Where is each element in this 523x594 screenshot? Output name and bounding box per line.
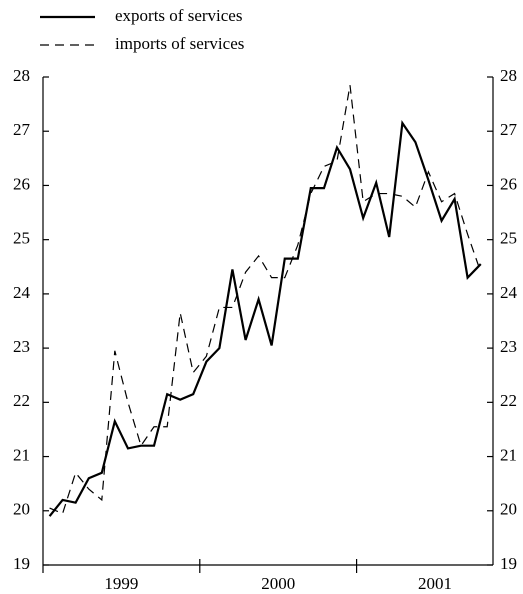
y2-tick-label: 21 — [500, 445, 517, 464]
y2-tick-label: 23 — [500, 337, 517, 356]
legend-label: imports of services — [115, 34, 244, 53]
x-tick-label: 2001 — [418, 574, 452, 593]
y-tick-label: 19 — [13, 554, 30, 573]
legend-label: exports of services — [115, 6, 242, 25]
y-tick-label: 27 — [13, 120, 31, 139]
y-tick-label: 28 — [13, 66, 30, 85]
x-tick-label: 1999 — [104, 574, 138, 593]
y2-tick-label: 25 — [500, 229, 517, 248]
y-tick-label: 22 — [13, 391, 30, 410]
y2-tick-label: 27 — [500, 120, 518, 139]
y2-tick-label: 22 — [500, 391, 517, 410]
series-line — [49, 85, 482, 515]
y-tick-label: 23 — [13, 337, 30, 356]
y-tick-label: 24 — [13, 283, 31, 302]
y2-tick-label: 19 — [500, 554, 517, 573]
y2-tick-label: 26 — [500, 174, 517, 193]
y2-tick-label: 28 — [500, 66, 517, 85]
x-tick-label: 2000 — [261, 574, 295, 593]
y2-tick-label: 24 — [500, 283, 518, 302]
series-line — [48, 120, 482, 517]
y2-tick-label: 20 — [500, 500, 517, 519]
y-tick-label: 25 — [13, 229, 30, 248]
y-tick-label: 20 — [13, 500, 30, 519]
y-tick-label: 26 — [13, 174, 30, 193]
y-tick-label: 21 — [13, 445, 30, 464]
